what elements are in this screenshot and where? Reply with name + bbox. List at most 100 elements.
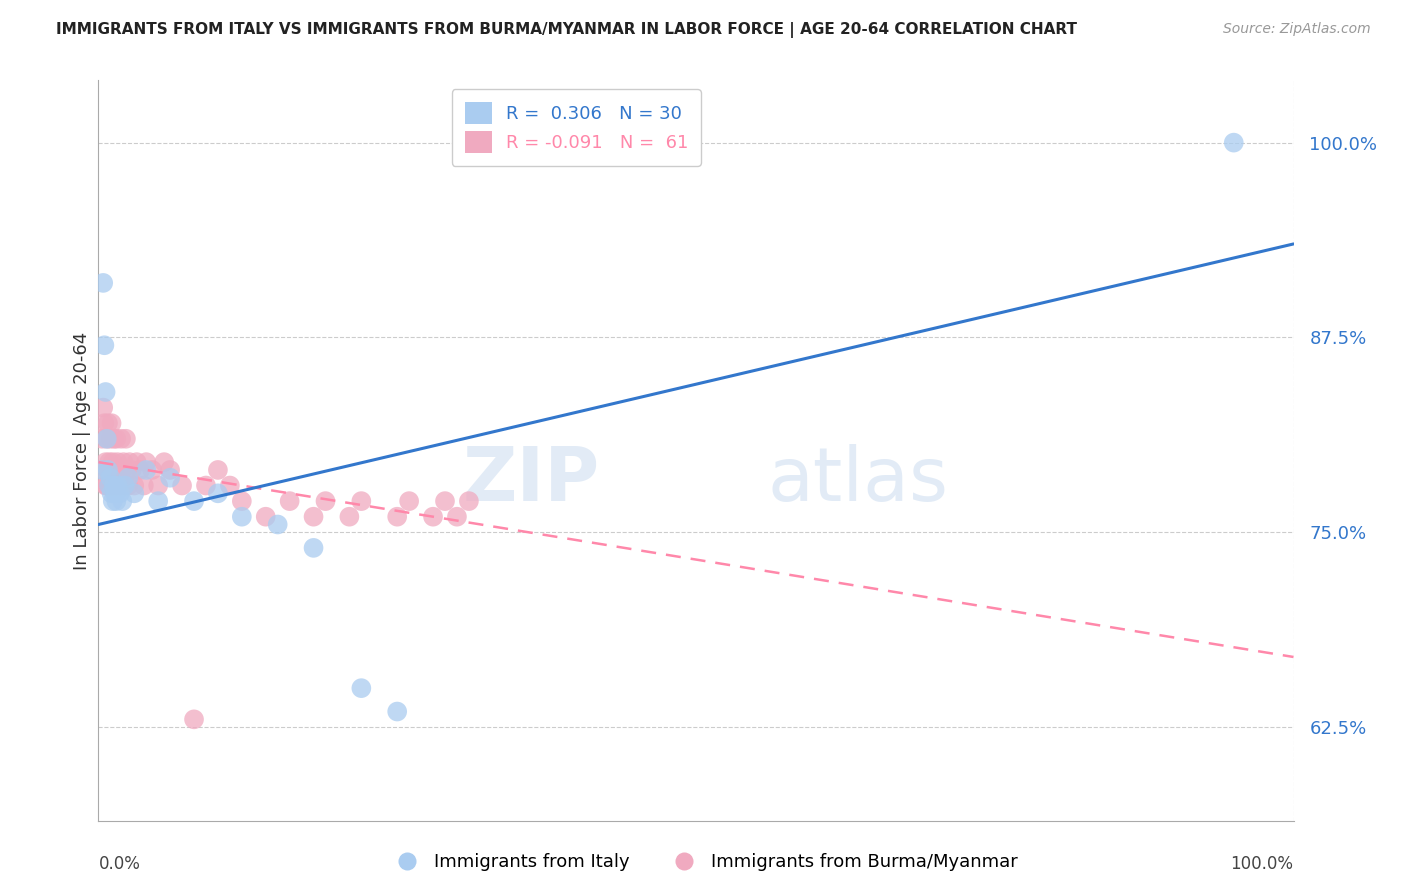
Point — [302, 541, 325, 555]
Point — [159, 471, 181, 485]
Point — [434, 494, 457, 508]
Point — [98, 478, 121, 492]
Point — [219, 478, 242, 492]
Point — [103, 432, 125, 446]
Point — [93, 338, 115, 352]
Point — [278, 494, 301, 508]
Point — [121, 463, 143, 477]
Point — [153, 455, 176, 469]
Point — [91, 401, 114, 415]
Text: ZIP: ZIP — [463, 443, 600, 516]
Point — [101, 478, 124, 492]
Point — [1223, 136, 1246, 150]
Point — [110, 432, 132, 446]
Point — [101, 494, 124, 508]
Point — [124, 478, 146, 492]
Point — [148, 494, 170, 508]
Point — [108, 478, 131, 492]
Point — [94, 455, 117, 469]
Point — [446, 509, 468, 524]
Point — [98, 432, 122, 446]
Point — [135, 463, 157, 477]
Point — [107, 455, 129, 469]
Point — [112, 455, 135, 469]
Point — [172, 478, 194, 492]
Point — [111, 463, 134, 477]
Point — [231, 509, 253, 524]
Legend: Immigrants from Italy, Immigrants from Burma/Myanmar: Immigrants from Italy, Immigrants from B… — [381, 847, 1025, 879]
Point — [94, 478, 117, 492]
Point — [93, 416, 115, 430]
Point — [98, 455, 121, 469]
Point — [195, 478, 218, 492]
Point — [398, 494, 420, 508]
Text: Source: ZipAtlas.com: Source: ZipAtlas.com — [1223, 22, 1371, 37]
Point — [114, 478, 136, 492]
Point — [141, 463, 163, 477]
Point — [422, 509, 444, 524]
Point — [98, 478, 122, 492]
Point — [101, 455, 124, 469]
Point — [458, 494, 481, 508]
Point — [100, 486, 122, 500]
Point — [129, 463, 152, 477]
Point — [96, 432, 118, 446]
Point — [115, 432, 138, 446]
Point — [98, 478, 121, 492]
Point — [315, 494, 337, 508]
Point — [183, 494, 205, 508]
Point — [339, 509, 361, 524]
Point — [107, 478, 129, 492]
Point — [385, 705, 409, 719]
Point — [103, 478, 125, 492]
Point — [98, 471, 122, 485]
Point — [107, 463, 129, 477]
Point — [350, 494, 373, 508]
Point — [117, 478, 139, 492]
Point — [108, 486, 131, 500]
Point — [105, 478, 128, 492]
Point — [97, 463, 120, 477]
Point — [105, 432, 128, 446]
Point — [93, 463, 115, 477]
Point — [100, 463, 122, 477]
Point — [132, 478, 155, 492]
Point — [207, 463, 229, 477]
Text: IMMIGRANTS FROM ITALY VS IMMIGRANTS FROM BURMA/MYANMAR IN LABOR FORCE | AGE 20-6: IMMIGRANTS FROM ITALY VS IMMIGRANTS FROM… — [56, 22, 1077, 38]
Point — [97, 416, 120, 430]
Point — [124, 486, 146, 500]
Point — [114, 478, 136, 492]
Point — [148, 478, 170, 492]
Point — [96, 432, 118, 446]
Point — [385, 509, 409, 524]
Point — [111, 494, 134, 508]
Point — [91, 276, 114, 290]
Point — [104, 486, 127, 500]
Text: 100.0%: 100.0% — [1230, 855, 1294, 873]
Point — [94, 384, 117, 399]
Point — [117, 471, 139, 485]
Point — [159, 463, 181, 477]
Point — [97, 463, 120, 477]
Point — [254, 509, 277, 524]
Point — [115, 463, 138, 477]
Point — [96, 478, 118, 492]
Point — [104, 463, 127, 477]
Text: atlas: atlas — [768, 443, 949, 516]
Point — [183, 712, 205, 726]
Point — [125, 455, 148, 469]
Point — [118, 455, 141, 469]
Point — [207, 486, 229, 500]
Point — [135, 455, 157, 469]
Text: 0.0%: 0.0% — [98, 855, 141, 873]
Point — [91, 432, 114, 446]
Point — [302, 509, 325, 524]
Point — [267, 517, 290, 532]
Point — [231, 494, 253, 508]
Legend: R =  0.306   N = 30, R = -0.091   N =  61: R = 0.306 N = 30, R = -0.091 N = 61 — [451, 89, 702, 166]
Y-axis label: In Labor Force | Age 20-64: In Labor Force | Age 20-64 — [73, 331, 91, 570]
Point — [91, 463, 114, 477]
Point — [350, 681, 373, 695]
Point — [100, 416, 122, 430]
Point — [105, 494, 128, 508]
